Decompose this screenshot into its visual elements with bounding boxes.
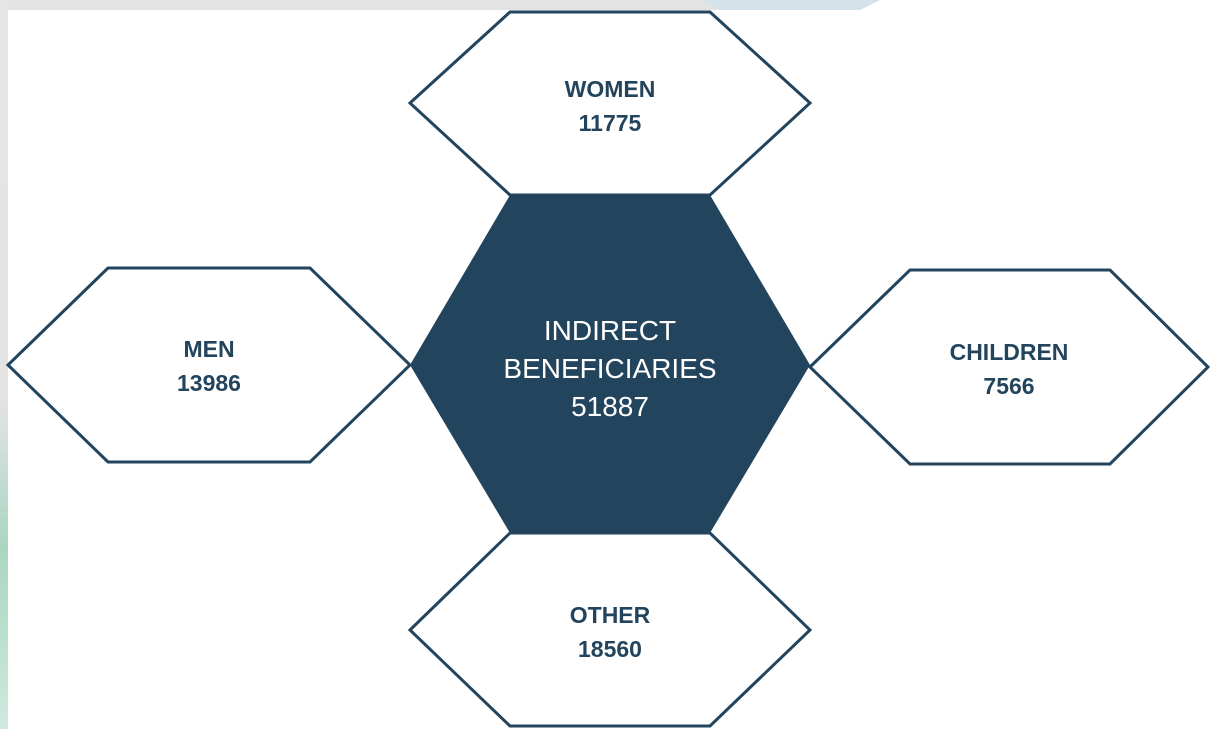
center-label: BENEFICIARIES bbox=[503, 353, 716, 384]
node-label: MEN bbox=[183, 336, 234, 362]
hexagon bbox=[407, 531, 813, 728]
top-band bbox=[0, 0, 880, 10]
hexagon bbox=[407, 10, 813, 197]
center-label: INDIRECT bbox=[544, 315, 676, 346]
left-band bbox=[0, 0, 8, 729]
node-label: OTHER bbox=[570, 602, 651, 628]
center-hexagon bbox=[410, 195, 810, 533]
node-label: CHILDREN bbox=[950, 339, 1069, 365]
node-value: 11775 bbox=[579, 110, 642, 136]
hexagon bbox=[5, 266, 413, 464]
center-value: 51887 bbox=[571, 391, 649, 422]
node-label: WOMEN bbox=[565, 76, 656, 102]
hexagon bbox=[807, 268, 1210, 466]
node-value: 7566 bbox=[983, 373, 1034, 399]
node-value: 13986 bbox=[177, 370, 241, 396]
top-band-accent bbox=[700, 0, 880, 10]
node-value: 18560 bbox=[578, 636, 642, 662]
